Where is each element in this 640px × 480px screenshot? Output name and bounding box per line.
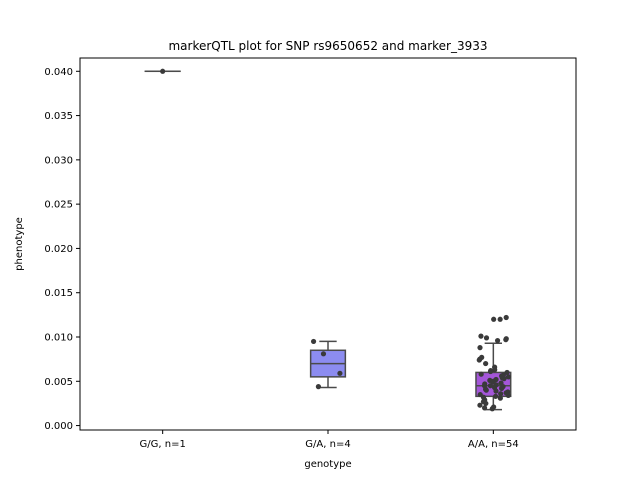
- data-point: [497, 395, 503, 401]
- data-point: [481, 405, 488, 411]
- data-point: [503, 336, 509, 342]
- data-point: [478, 333, 484, 339]
- data-point: [487, 368, 494, 375]
- data-point: [478, 371, 484, 377]
- chart-title: markerQTL plot for SNP rs9650652 and mar…: [168, 39, 487, 53]
- data-point: [503, 314, 509, 321]
- data-point: [505, 374, 512, 380]
- y-tick-label: 0.030: [44, 155, 73, 166]
- data-point: [337, 370, 343, 376]
- x-axis-label: genotype: [304, 459, 351, 470]
- data-point: [501, 376, 507, 382]
- data-point: [504, 369, 510, 376]
- data-point: [497, 316, 503, 322]
- data-point: [492, 367, 498, 373]
- x-tick-label: G/G, n=1: [140, 439, 186, 450]
- data-point: [477, 402, 483, 408]
- data-point: [487, 383, 493, 389]
- y-tick-label: 0.005: [44, 377, 73, 388]
- data-point: [310, 338, 317, 345]
- plot-area: 0.000 0.005 0.010 0.015 0.020 0.025 0.030 0.035…: [44, 57, 577, 450]
- data-point: [483, 387, 489, 393]
- y-tick-label: 0.035: [44, 111, 73, 122]
- data-point: [491, 316, 497, 322]
- data-point: [493, 388, 499, 394]
- y-tick-label: 0.010: [44, 333, 73, 344]
- y-tick-label: 0.025: [44, 200, 73, 211]
- x-tick-label: A/A, n=54: [468, 439, 519, 450]
- data-point: [493, 393, 499, 399]
- data-point: [477, 345, 483, 351]
- box-group: [309, 340, 347, 389]
- y-tick-label: 0.020: [44, 244, 73, 255]
- data-point: [320, 351, 327, 357]
- data-point: [483, 400, 489, 407]
- data-point: [499, 385, 505, 391]
- data-point: [483, 335, 490, 341]
- data-point: [494, 337, 501, 344]
- y-axis-label: phenotype: [14, 217, 25, 271]
- y-tick-label: 0.040: [44, 67, 73, 78]
- x-tick-label: G/A, n=4: [305, 439, 350, 450]
- data-point: [160, 68, 166, 74]
- data-point: [315, 384, 322, 390]
- data-point: [505, 392, 511, 399]
- data-point: [498, 391, 504, 397]
- y-tick-label: 0.015: [44, 288, 73, 299]
- data-point: [483, 360, 489, 367]
- data-point: [489, 406, 495, 412]
- y-tick-label: 0.000: [44, 421, 73, 432]
- data-point: [476, 357, 482, 363]
